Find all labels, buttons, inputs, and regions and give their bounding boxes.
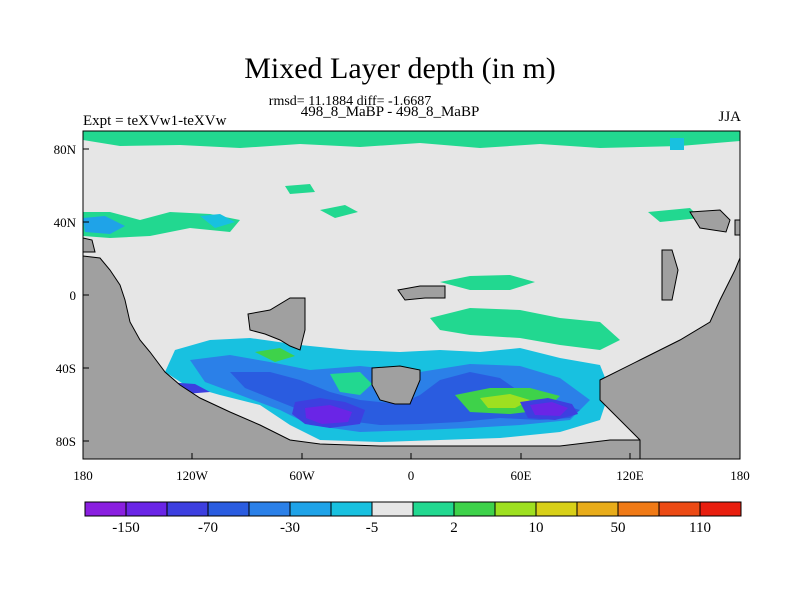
north-pacific-negative-2 — [200, 214, 235, 228]
land-masses — [83, 209, 740, 459]
experiment-label: Expt = teXVw1-teXVw — [83, 113, 227, 129]
x-label-60e: 60E — [510, 468, 532, 483]
land-equatorial-east — [397, 285, 446, 301]
north-atlantic-anomaly — [285, 184, 315, 194]
arctic-anomaly-band — [83, 131, 740, 148]
colorbar-box-8 — [412, 501, 455, 517]
colorbar-box-14 — [658, 501, 701, 517]
season-label: JJA — [718, 109, 741, 125]
y-label-80n: 80N — [53, 142, 76, 157]
y-label-80s: 80S — [55, 434, 76, 449]
north-pacific-negative — [83, 216, 125, 234]
colorbar-box-13 — [617, 501, 660, 517]
atlantic-sector-positive — [330, 372, 372, 395]
x-label-120w: 120W — [176, 468, 208, 483]
map-title: Mixed Layer depth (in m) — [244, 52, 556, 85]
stats-subtitle: rmsd= 11.1884 diff= -1.6687 — [268, 94, 432, 109]
colorbar-box-7 — [371, 501, 414, 517]
indian-sector-peak-positive — [480, 394, 530, 408]
land-west-coast — [83, 237, 96, 253]
colorbar-box-5 — [289, 501, 332, 517]
x-label-180w: 180 — [73, 468, 93, 483]
colorbar-box-6 — [330, 501, 373, 517]
colorbar-box-2 — [166, 501, 209, 517]
colorbar-box-4 — [248, 501, 291, 517]
map-field — [83, 131, 740, 459]
land-africa — [371, 365, 421, 405]
colorbar-box-10 — [494, 501, 537, 517]
y-label-40s: 40S — [55, 361, 76, 376]
colorbar-box-11 — [535, 501, 578, 517]
x-axis-ticks — [82, 453, 741, 459]
north-pacific-anomaly — [83, 212, 240, 238]
south-indian-band — [430, 308, 620, 350]
colorbar-label-50: 50 — [610, 520, 626, 536]
colorbar-box-1 — [125, 501, 168, 517]
runs-subtitle: 498_8_MaBP - 498_8_MaBP — [300, 104, 480, 120]
land-east-asia-peninsula — [661, 249, 679, 301]
colorbar-label-10: 10 — [528, 520, 544, 536]
colorbar-box-15 — [699, 501, 742, 517]
colorbar-label-110: 110 — [689, 520, 711, 536]
y-axis-ticks — [83, 148, 89, 442]
x-label-120e: 120E — [616, 468, 644, 483]
x-label-0: 0 — [407, 468, 415, 483]
colorbar-label-neg150: -150 — [112, 520, 140, 536]
eurasia-anomaly — [648, 208, 700, 222]
weddell-core — [305, 405, 352, 424]
y-label-0: 0 — [69, 288, 77, 303]
y-label-40n: 40N — [53, 215, 76, 230]
land-australia-asia — [599, 257, 740, 459]
colorbar-label-neg70: -70 — [198, 520, 218, 536]
x-label-60w: 60W — [289, 468, 315, 483]
land-antarctic-west — [83, 255, 641, 459]
colorbar — [84, 501, 742, 517]
arctic-negative-patch — [670, 138, 684, 150]
x-label-180e: 180 — [730, 468, 750, 483]
equatorial-anomaly — [440, 275, 535, 290]
land-northeast-asia — [689, 209, 731, 233]
colorbar-box-3 — [207, 501, 250, 517]
colorbar-box-12 — [576, 501, 619, 517]
colorbar-box-0 — [84, 501, 127, 517]
colorbar-label-neg5: -5 — [365, 520, 379, 536]
north-atlantic-anomaly-2 — [320, 205, 358, 218]
land-northeast-corner — [734, 219, 740, 236]
colorbar-label-2: 2 — [450, 520, 458, 536]
colorbar-box-9 — [453, 501, 496, 517]
colorbar-label-neg30: -30 — [280, 520, 300, 536]
land-south-america — [247, 297, 306, 351]
kerguelen-core — [530, 402, 568, 416]
south-atlantic-positive-patch — [255, 348, 295, 362]
